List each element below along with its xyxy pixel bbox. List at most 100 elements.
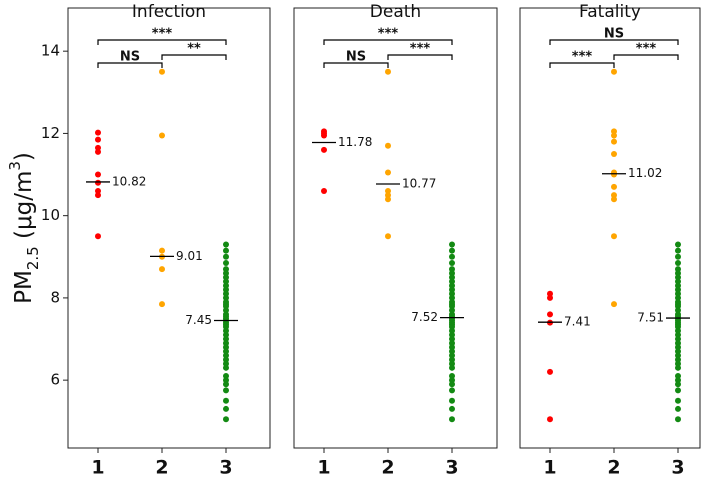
significance-bracket [549, 39, 679, 45]
point [449, 340, 455, 347]
point [449, 290, 455, 297]
point [385, 142, 391, 149]
y-tick-label: 8 [50, 288, 60, 306]
point [449, 253, 455, 260]
point [611, 138, 617, 145]
point [449, 381, 455, 388]
point [675, 241, 681, 248]
point [223, 290, 229, 297]
point [675, 336, 681, 343]
point [223, 356, 229, 363]
x-tick-label: 2 [381, 457, 394, 479]
point [223, 348, 229, 355]
y-tick-label: 10 [41, 206, 60, 224]
panel-title: Infection [132, 2, 206, 22]
point [675, 356, 681, 363]
point [675, 381, 681, 388]
panel-title: Fatality [579, 2, 641, 22]
median-label: 11.02 [628, 166, 662, 180]
point [675, 259, 681, 266]
significance-bracket [97, 62, 163, 68]
x-tick-label: 3 [219, 457, 232, 479]
point [95, 187, 101, 194]
point [223, 253, 229, 260]
point [159, 68, 165, 75]
panel-frame [67, 7, 271, 449]
point [159, 301, 165, 308]
point [223, 344, 229, 351]
point [675, 266, 681, 273]
significance-label: *** [410, 42, 431, 57]
point [223, 360, 229, 367]
significance-label: *** [378, 27, 399, 42]
point [675, 270, 681, 277]
x-tick-label: 1 [317, 457, 330, 479]
point [611, 150, 617, 157]
point [449, 360, 455, 367]
point [321, 146, 327, 153]
median-label: 11.78 [338, 135, 372, 149]
median-label: 7.41 [564, 315, 591, 329]
x-tick-label: 1 [543, 457, 556, 479]
significance-bracket [97, 39, 227, 45]
point [95, 148, 101, 155]
point [449, 377, 455, 384]
point [547, 416, 553, 423]
significance-bracket [549, 62, 615, 68]
point [611, 171, 617, 178]
significance-label: ** [187, 42, 201, 57]
point [223, 247, 229, 254]
point [223, 286, 229, 293]
point [449, 416, 455, 423]
point [675, 303, 681, 310]
point [675, 327, 681, 334]
point [675, 274, 681, 281]
significance-bracket [387, 54, 453, 60]
point [449, 352, 455, 359]
point [611, 192, 617, 199]
significance-label: NS [120, 50, 140, 65]
point [223, 294, 229, 301]
point [223, 282, 229, 289]
point [675, 373, 681, 380]
point [449, 397, 455, 404]
panel-frame [519, 7, 701, 449]
median-label: 7.51 [637, 311, 664, 325]
median-label: 7.45 [185, 313, 212, 327]
point [223, 259, 229, 266]
point [449, 286, 455, 293]
point [675, 307, 681, 314]
point [449, 387, 455, 394]
point [223, 377, 229, 384]
x-tick-label: 3 [445, 457, 458, 479]
point [449, 344, 455, 351]
y-axis-label-part: ) [11, 152, 37, 161]
significance-bracket [323, 39, 453, 45]
y-axis-label-part: PM [11, 270, 37, 304]
point [449, 294, 455, 301]
point [675, 323, 681, 330]
median-label: 10.77 [402, 177, 436, 191]
y-axis-label-part: 2.5 [24, 246, 42, 270]
point [611, 233, 617, 240]
point [449, 241, 455, 248]
x-tick-label: 2 [607, 457, 620, 479]
point [95, 179, 101, 186]
point [675, 364, 681, 371]
point [547, 294, 553, 301]
point [385, 187, 391, 194]
point [449, 405, 455, 412]
point [95, 144, 101, 151]
point [611, 128, 617, 135]
point [223, 405, 229, 412]
point [675, 282, 681, 289]
median-label: 10.82 [112, 174, 146, 188]
significance-bracket [613, 54, 679, 60]
point [223, 381, 229, 388]
point [223, 323, 229, 330]
point [675, 278, 681, 285]
point [449, 259, 455, 266]
point [449, 278, 455, 285]
point [449, 331, 455, 338]
point [223, 278, 229, 285]
